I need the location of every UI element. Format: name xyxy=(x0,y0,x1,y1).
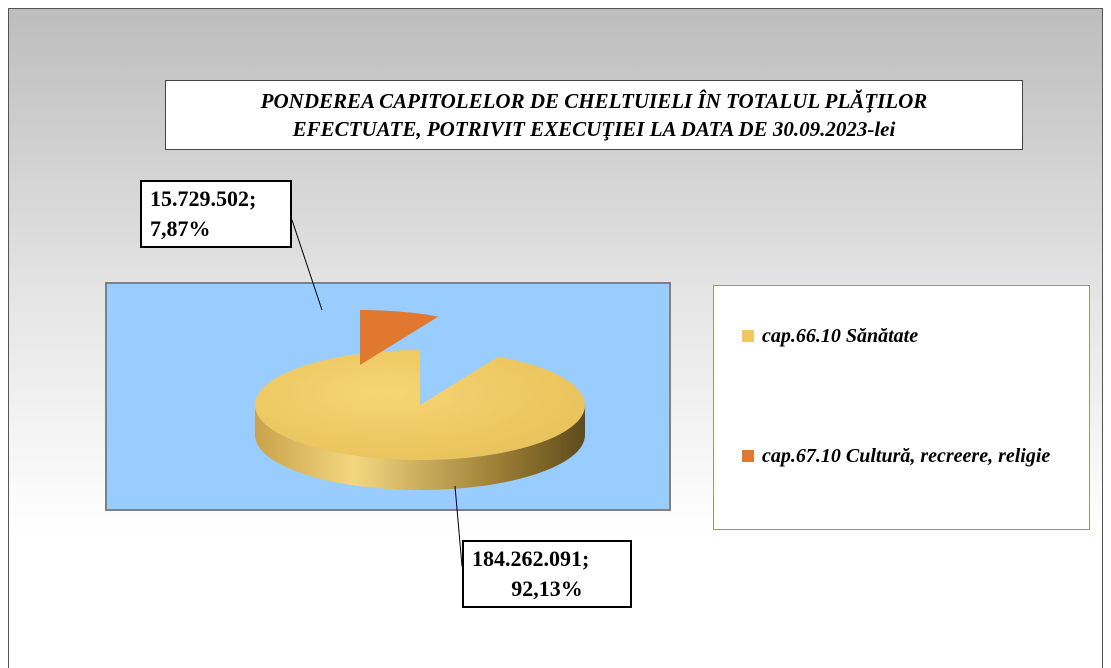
legend-label: cap.66.10 Sănătate xyxy=(762,325,919,347)
data-label: 184.262.091; 92,13% xyxy=(462,540,632,608)
title-line: EFECTUATE, POTRIVIT EXECUŢIEI LA DATA DE… xyxy=(292,117,896,141)
leader-line xyxy=(291,219,323,311)
slice xyxy=(360,310,439,365)
slice-side xyxy=(255,405,585,490)
value-label: 15.729.502; xyxy=(150,186,257,211)
title-line: PONDEREA CAPITOLELOR DE CHELTUIELI ÎN TO… xyxy=(260,89,928,113)
legend-label: cap.67.10 Cultură, recreere, religie xyxy=(762,445,1051,467)
legend-swatch xyxy=(742,330,754,342)
chart-title: PONDEREA CAPITOLELOR DE CHELTUIELI ÎN TO… xyxy=(165,80,1023,150)
legend: cap.66.10 Sănătate cap.67.10 Cultură, re… xyxy=(713,285,1090,530)
percent-label: 7,87% xyxy=(150,216,211,241)
legend-item: cap.67.10 Cultură, recreere, religie xyxy=(742,441,1072,471)
percent-label: 92,13% xyxy=(511,576,583,601)
value-label: 184.262.091; xyxy=(472,546,590,571)
slice xyxy=(254,350,585,460)
legend-swatch xyxy=(742,450,754,462)
legend-item: cap.66.10 Sănătate xyxy=(742,321,1072,351)
data-label: 15.729.502; 7,87% xyxy=(140,180,292,248)
